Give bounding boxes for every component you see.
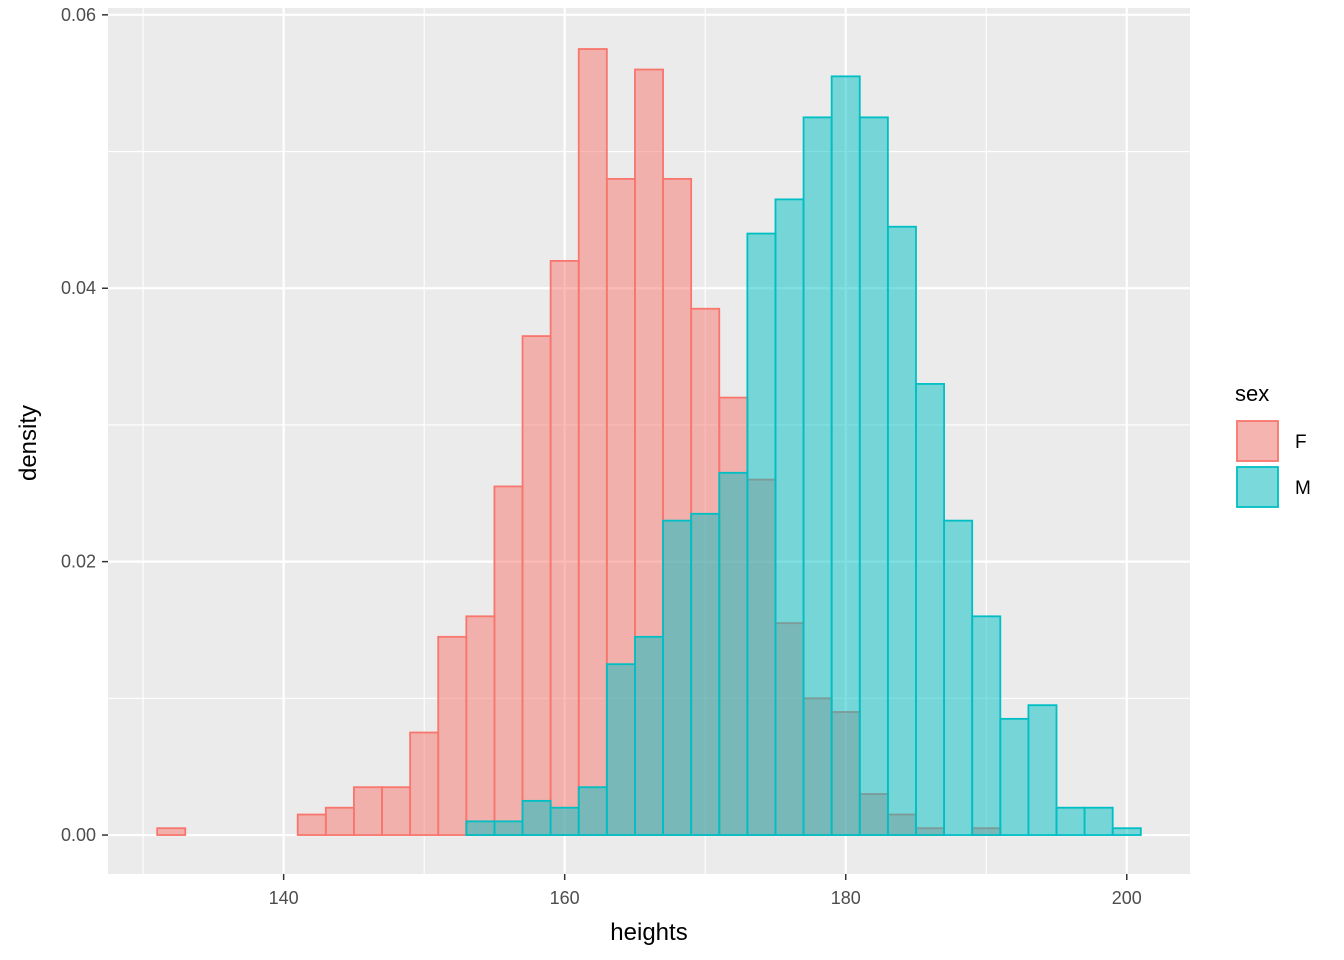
histogram-bar-M	[858, 116, 889, 836]
histogram-bar-M	[1083, 806, 1114, 836]
histogram-bar-M	[577, 786, 608, 836]
axis-ticks	[102, 14, 1128, 880]
histogram-bar-M	[886, 225, 917, 836]
histogram-bar-M	[943, 519, 974, 836]
x-tick-label: 200	[1112, 888, 1142, 908]
x-tick-label: 140	[269, 888, 299, 908]
histogram-bar-M	[634, 635, 664, 836]
histogram-bar-F	[381, 786, 412, 836]
histogram-bar-M	[830, 75, 861, 836]
histogram-bar-F	[521, 335, 552, 836]
legend-title: sex	[1235, 381, 1269, 406]
legend-swatch-M	[1236, 466, 1279, 508]
axis-tick-labels: 140 160 180 200 0.00 0.02 0.04 0.06	[61, 5, 1142, 908]
histogram-bar-M	[971, 615, 1002, 836]
histogram-bar-M	[605, 663, 636, 836]
histogram-bar-M	[915, 383, 945, 836]
histogram-bar-F	[156, 827, 187, 836]
histogram-bar-M	[521, 799, 552, 836]
histogram-bar-F	[549, 259, 580, 836]
histogram-bar-M	[718, 471, 749, 836]
histogram-bar-F	[577, 48, 608, 836]
series-M	[465, 75, 1142, 836]
y-tick-label: 0.00	[61, 825, 96, 845]
legend-label-M: M	[1295, 478, 1311, 499]
y-tick-label: 0.02	[61, 552, 96, 572]
histogram-bar-M	[746, 232, 777, 836]
histogram-bar-F	[296, 813, 327, 836]
legend: sex FM	[1235, 381, 1311, 508]
histogram-bar-F	[437, 635, 468, 836]
histogram-bar-M	[690, 512, 721, 836]
histogram-bars	[156, 48, 1142, 836]
histogram-bar-M	[1027, 704, 1058, 836]
histogram-bar-M	[662, 519, 693, 836]
histogram-bar-F	[324, 806, 355, 836]
histogram-bar-M	[465, 820, 496, 836]
x-axis-title: heights	[610, 919, 687, 946]
histogram-bar-M	[774, 198, 805, 836]
y-tick-label: 0.04	[61, 278, 96, 298]
y-axis-title: density	[15, 405, 42, 481]
histogram-bar-F	[353, 786, 383, 836]
legend-items: FM	[1236, 420, 1311, 508]
histogram-bar-M	[1055, 806, 1086, 836]
histogram-bar-F	[493, 485, 524, 836]
legend-swatch-F	[1236, 420, 1279, 462]
histogram-bar-M	[1111, 827, 1142, 836]
x-tick-label: 180	[831, 888, 861, 908]
histogram-bar-M	[999, 717, 1030, 836]
y-tick-label: 0.06	[61, 5, 96, 25]
x-tick-label: 160	[550, 888, 580, 908]
histogram-bar-M	[802, 116, 833, 836]
legend-label-F: F	[1295, 432, 1307, 453]
histogram-bar-F	[465, 615, 496, 836]
histogram-bar-M	[549, 806, 580, 836]
histogram-bar-F	[409, 731, 440, 836]
histogram-bar-M	[493, 820, 524, 836]
